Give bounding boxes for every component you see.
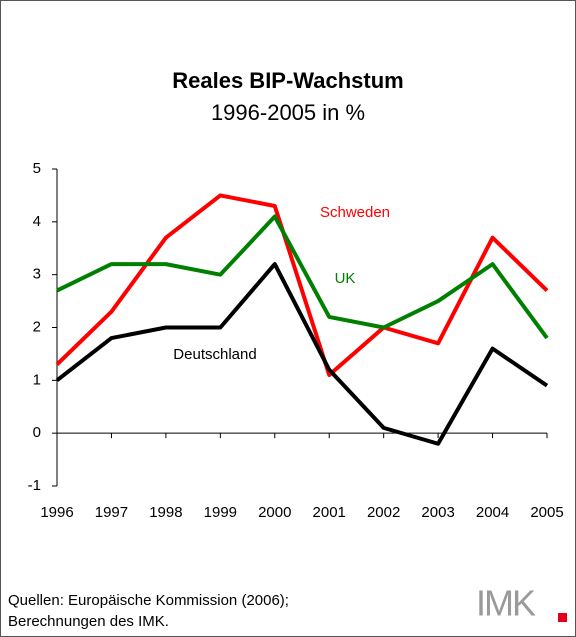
- x-tick-label: 1998: [149, 504, 182, 521]
- y-tick-label: 2: [33, 318, 41, 335]
- y-tick-label: 4: [33, 213, 41, 230]
- series-line: [55, 193, 549, 378]
- x-tick-label: 1997: [95, 504, 128, 521]
- x-tick-label: 2005: [530, 504, 563, 521]
- x-tick-label: 2004: [476, 504, 509, 521]
- y-tick-label: 0: [33, 424, 41, 441]
- x-tick-label: 2000: [258, 504, 291, 521]
- chart-subtitle: 1996-2005 in %: [211, 100, 365, 125]
- source-line: Quellen: Europäische Kommission (2006);: [8, 592, 289, 609]
- chart-title: Reales BIP-Wachstum: [172, 68, 403, 93]
- y-tick-label: -1: [28, 477, 41, 494]
- y-tick-label: 5: [33, 160, 41, 177]
- x-tick-label: 2001: [313, 504, 346, 521]
- series-label: UK: [335, 270, 356, 287]
- logo: IMK: [476, 583, 536, 624]
- x-tick-label: 1996: [40, 504, 73, 521]
- series-label: Schweden: [320, 204, 390, 221]
- source-line: Berechnungen des IMK.: [8, 613, 169, 630]
- x-tick-label: 2003: [421, 504, 454, 521]
- logo-dot: [558, 613, 567, 622]
- x-tick-label: 1999: [204, 504, 237, 521]
- y-tick-label: 1: [33, 371, 41, 388]
- series-line: [55, 262, 549, 446]
- series-label: Deutschland: [173, 346, 256, 363]
- y-tick-label: 3: [33, 266, 41, 283]
- series-line: [56, 214, 549, 340]
- x-tick-label: 2002: [367, 504, 400, 521]
